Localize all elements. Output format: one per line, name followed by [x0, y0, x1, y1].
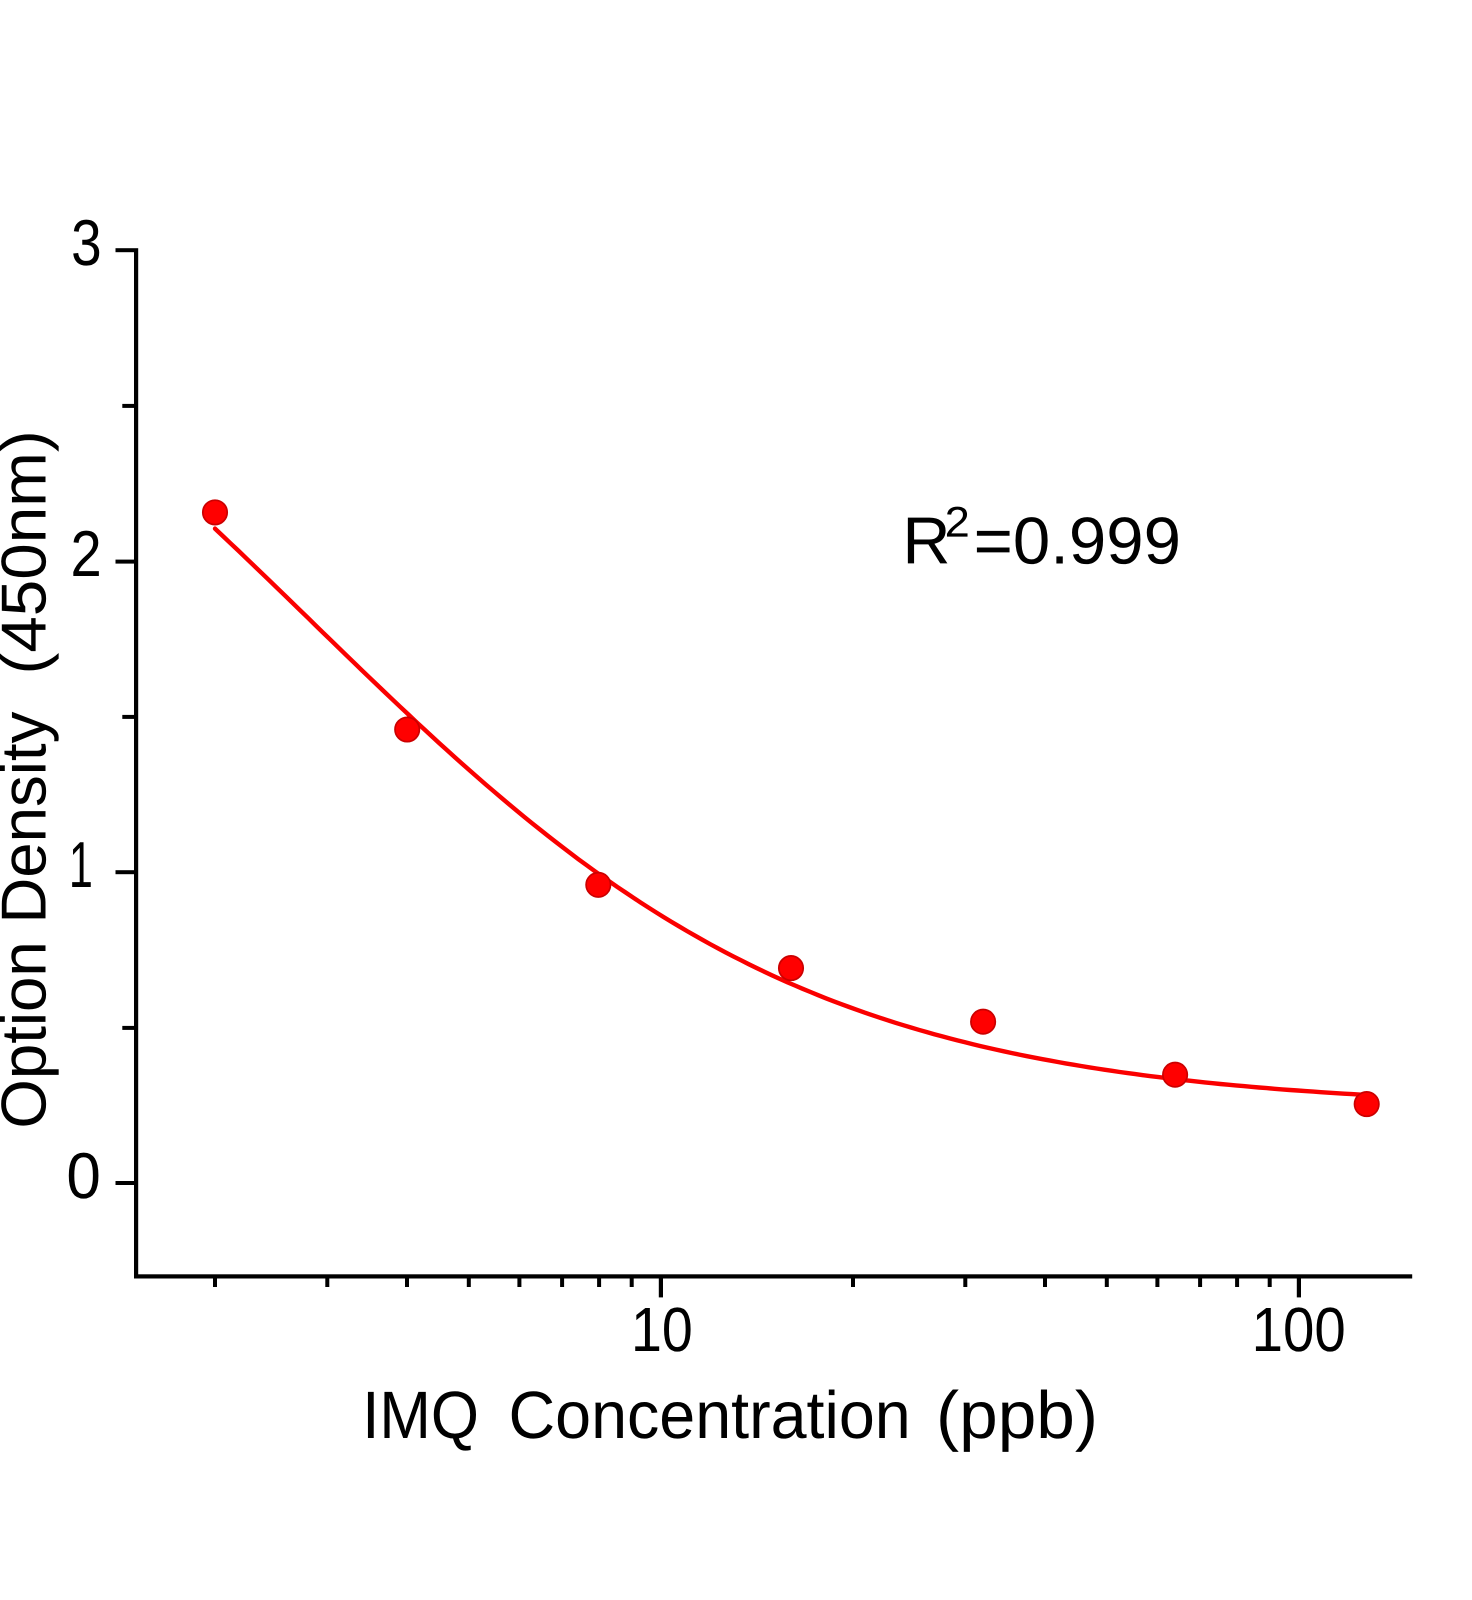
svg-text:100: 100 [1252, 1295, 1346, 1365]
svg-text:Option Density: Option Density [0, 711, 60, 1128]
svg-text:Concentration: Concentration [509, 1378, 911, 1453]
svg-text:10: 10 [631, 1295, 693, 1365]
svg-text:3: 3 [71, 206, 102, 279]
svg-text:IMQ: IMQ [362, 1378, 479, 1453]
svg-text:0: 0 [66, 1139, 101, 1212]
svg-text:1: 1 [69, 828, 93, 901]
svg-text:(450nm): (450nm) [0, 430, 60, 674]
svg-text:(ppb): (ppb) [936, 1378, 1098, 1453]
svg-text:2: 2 [71, 517, 102, 590]
svg-text:=0.999: =0.999 [974, 504, 1181, 578]
